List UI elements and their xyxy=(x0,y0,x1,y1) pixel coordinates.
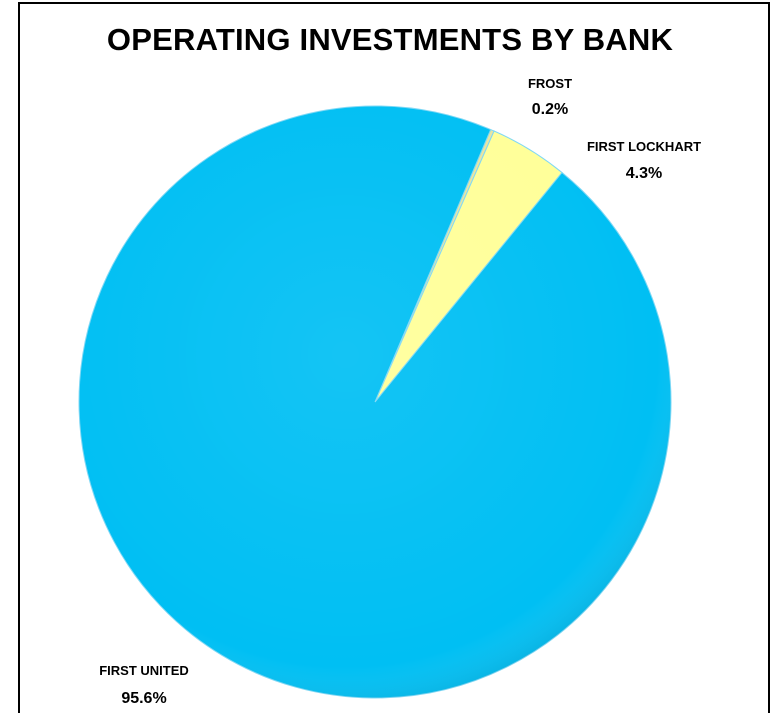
slice-label-frost: FROST xyxy=(528,76,572,91)
chart-title: OPERATING INVESTMENTS BY BANK xyxy=(106,22,674,57)
slice-label-first-united: FIRST UNITED xyxy=(99,663,189,678)
slice-value-first-united: 95.6% xyxy=(121,690,166,707)
pie-slice-first-united xyxy=(78,105,672,699)
slice-label-first-lockhart: FIRST LOCKHART xyxy=(587,139,701,154)
slice-value-first-lockhart: 4.3% xyxy=(626,165,662,182)
slice-value-frost: 0.2% xyxy=(532,101,568,118)
